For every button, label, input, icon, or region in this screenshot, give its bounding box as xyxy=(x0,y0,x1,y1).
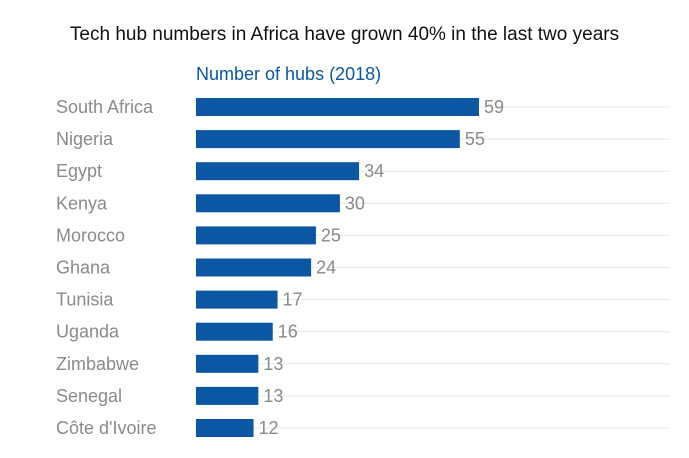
value-label: 24 xyxy=(316,258,336,278)
series-label: Number of hubs (2018) xyxy=(196,64,382,84)
category-label: South Africa xyxy=(56,97,154,117)
category-label: Senegal xyxy=(56,386,122,406)
bar xyxy=(196,98,479,116)
category-label: Ghana xyxy=(56,258,111,278)
bar xyxy=(196,130,460,149)
value-label: 13 xyxy=(263,354,283,374)
category-label: Nigeria xyxy=(56,129,114,149)
bar xyxy=(196,290,278,309)
bar xyxy=(196,354,259,373)
value-label: 16 xyxy=(278,322,298,342)
bar xyxy=(196,194,340,213)
bar xyxy=(196,226,316,245)
value-label: 13 xyxy=(263,386,283,406)
value-label: 25 xyxy=(321,225,341,245)
bar xyxy=(196,386,259,405)
category-label: Zimbabwe xyxy=(56,354,139,374)
category-label: Egypt xyxy=(56,161,102,181)
bar xyxy=(196,419,254,437)
value-label: 34 xyxy=(364,161,384,181)
value-label: 30 xyxy=(345,193,365,213)
bar xyxy=(196,258,312,277)
category-label: Tunisia xyxy=(56,290,114,310)
value-label: 17 xyxy=(283,290,303,310)
chart-title: Tech hub numbers in Africa have grown 40… xyxy=(69,24,620,45)
value-label: 59 xyxy=(484,97,504,117)
category-label: Morocco xyxy=(56,225,125,245)
category-label: Kenya xyxy=(56,193,108,213)
category-label: Côte d'Ivoire xyxy=(56,418,157,438)
bar xyxy=(196,322,273,341)
bar xyxy=(196,162,360,181)
category-label: Uganda xyxy=(56,322,120,342)
value-label: 55 xyxy=(465,129,485,149)
value-label: 12 xyxy=(259,418,279,438)
